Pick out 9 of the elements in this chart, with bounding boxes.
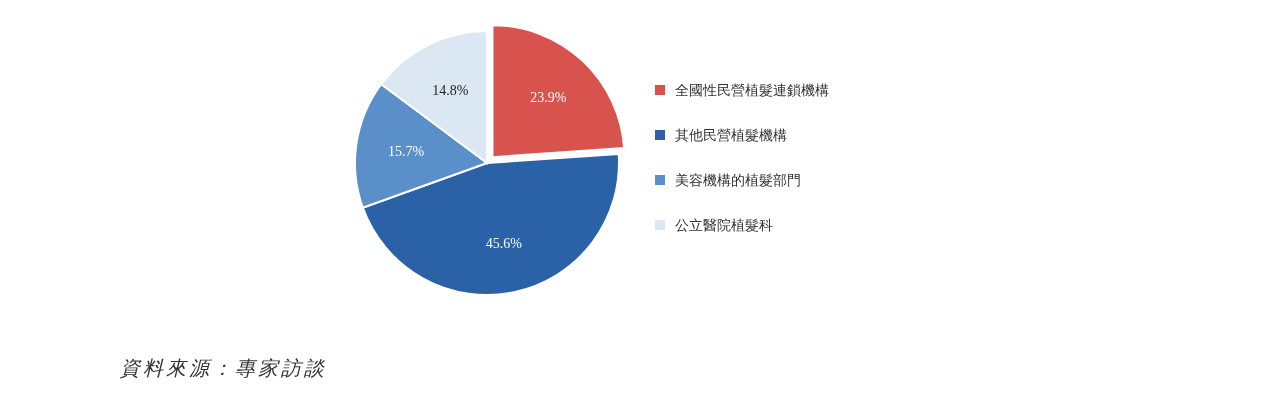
- data-label: 14.8%: [432, 82, 469, 98]
- legend-label: 美容機構的植髮部門: [675, 172, 801, 188]
- legend-label: 其他民營植髮機構: [675, 127, 787, 143]
- source-note: 資料來源：專家訪談: [120, 356, 327, 380]
- legend-label: 公立醫院植髮科: [675, 217, 773, 233]
- data-label: 15.7%: [387, 143, 425, 159]
- legend-label: 全國性民營植髮連鎖機構: [675, 82, 829, 98]
- data-label: 45.6%: [485, 236, 523, 252]
- data-label: 23.9%: [530, 90, 567, 106]
